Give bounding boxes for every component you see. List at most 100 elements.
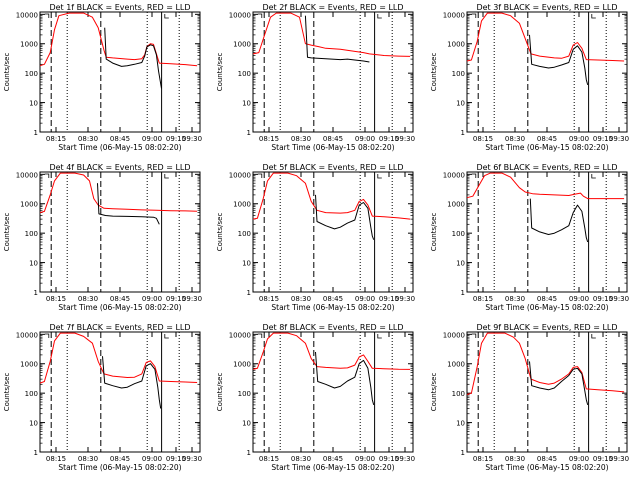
x-tick-label: 09:00	[355, 455, 375, 463]
y-tick-label: 10	[29, 420, 38, 428]
x-tick-label: 08:15	[259, 455, 279, 463]
x-tick-label: 08:45	[537, 135, 557, 143]
bracket-mark	[257, 13, 263, 18]
y-tick-label: 1000	[20, 201, 38, 209]
chart-panel: Det 3f BLACK = Events, RED = LLD 1 10 100 10…	[430, 3, 629, 152]
chart-panel: Det 7f BLACK = Events, RED = LLD 1 10 100 10…	[3, 323, 202, 472]
events-series-line	[529, 361, 589, 406]
y-tick-label: 100	[452, 390, 465, 398]
y-tick-label: 10000	[443, 11, 465, 19]
x-axis-label: Start Time (06-May-15 08:02:20)	[58, 143, 181, 152]
y-tick-label: 100	[452, 70, 465, 78]
x-tick-label: 08:30	[291, 295, 311, 303]
y-tick-label: 1000	[447, 201, 465, 209]
x-tick-label: 08:30	[78, 135, 98, 143]
y-tick-label: 1	[34, 289, 38, 297]
bracket-mark	[44, 333, 50, 338]
bracket-mark	[471, 333, 477, 338]
x-tick-label: 09:00	[569, 455, 589, 463]
bracket-mark	[257, 173, 263, 178]
x-tick-label: 08:45	[323, 135, 343, 143]
x-tick-label: 08:30	[291, 135, 311, 143]
lld-series-line	[466, 172, 625, 200]
y-axis-label: Counts/sec	[216, 213, 224, 252]
lld-series-line	[466, 332, 625, 395]
x-tick-label: 08:15	[259, 135, 279, 143]
y-tick-label: 10	[242, 100, 251, 108]
plot-frame	[39, 11, 201, 133]
chart-panel: Det 5f BLACK = Events, RED = LLD 1 10 100 10…	[216, 163, 415, 312]
bracket-mark	[471, 173, 477, 178]
x-tick-label: 08:45	[110, 295, 130, 303]
x-tick-label: 09:00	[569, 135, 589, 143]
y-axis-label: Counts/sec	[430, 213, 438, 252]
y-tick-label: 100	[238, 70, 251, 78]
chart-panel: Det 2f BLACK = Events, RED = LLD 1 10 100 10…	[216, 3, 415, 152]
lld-series-line	[39, 172, 198, 214]
y-tick-label: 1	[461, 449, 465, 457]
y-axis-label: Counts/sec	[430, 373, 438, 412]
bracket-mark	[164, 334, 169, 339]
y-tick-label: 10000	[443, 171, 465, 179]
y-tick-label: 1	[34, 449, 38, 457]
y-tick-label: 1	[247, 289, 251, 297]
plot-frame	[39, 331, 201, 453]
x-tick-label: 09:00	[355, 135, 375, 143]
x-axis-label: Start Time (06-May-15 08:02:20)	[485, 303, 608, 312]
x-tick-label: 09:15	[166, 295, 186, 303]
x-tick-label: 08:45	[323, 295, 343, 303]
events-series-line	[315, 351, 375, 406]
x-tick-label: 08:15	[46, 135, 66, 143]
y-tick-label: 100	[25, 230, 38, 238]
bracket-mark	[377, 14, 382, 19]
x-axis-label: Start Time (06-May-15 08:02:20)	[485, 463, 608, 472]
chart-title: Det 4f BLACK = Events, RED = LLD	[49, 163, 190, 172]
x-tick-label: 08:45	[323, 455, 343, 463]
bracket-mark	[44, 173, 50, 178]
x-tick-label: 08:15	[46, 295, 66, 303]
y-tick-label: 1	[34, 129, 38, 137]
y-tick-label: 10	[242, 260, 251, 268]
x-tick-label: 09:15	[379, 295, 399, 303]
y-tick-label: 10000	[16, 11, 38, 19]
bracket-mark	[164, 174, 169, 179]
y-tick-label: 10000	[229, 171, 251, 179]
x-tick-label: 09:00	[142, 455, 162, 463]
bracket-mark	[471, 13, 477, 18]
chart-panel: Det 4f BLACK = Events, RED = LLD 1 10 100 10…	[3, 163, 202, 312]
x-tick-label: 08:15	[473, 295, 493, 303]
x-tick-label: 08:15	[46, 455, 66, 463]
x-tick-label: 09:30	[182, 135, 202, 143]
x-tick-label: 09:00	[142, 295, 162, 303]
y-tick-label: 10000	[16, 171, 38, 179]
bracket-mark	[377, 334, 382, 339]
plot-frame	[466, 171, 628, 293]
y-tick-label: 1000	[20, 361, 38, 369]
x-tick-label: 09:15	[166, 455, 186, 463]
chart-title: Det 3f BLACK = Events, RED = LLD	[476, 3, 617, 12]
y-tick-label: 10	[29, 100, 38, 108]
y-tick-label: 1	[461, 129, 465, 137]
y-tick-label: 100	[25, 70, 38, 78]
bracket-mark	[591, 174, 596, 179]
y-tick-label: 100	[238, 230, 251, 238]
y-tick-label: 10000	[229, 331, 251, 339]
x-tick-label: 08:30	[505, 295, 525, 303]
x-tick-label: 09:30	[182, 455, 202, 463]
y-tick-label: 1000	[447, 41, 465, 49]
x-tick-label: 08:15	[473, 455, 493, 463]
plot-frame	[252, 331, 414, 453]
x-tick-label: 09:00	[355, 295, 375, 303]
y-tick-label: 100	[25, 390, 38, 398]
y-axis-label: Counts/sec	[216, 373, 224, 412]
events-series-line	[97, 183, 160, 225]
bracket-mark	[591, 14, 596, 19]
y-tick-label: 1000	[233, 201, 251, 209]
y-tick-label: 1	[461, 289, 465, 297]
x-tick-label: 09:15	[593, 135, 613, 143]
bracket-mark	[44, 13, 50, 18]
bracket-mark	[591, 334, 596, 339]
x-tick-label: 08:30	[78, 455, 98, 463]
chart-title: Det 9f BLACK = Events, RED = LLD	[476, 323, 617, 332]
x-axis-label: Start Time (06-May-15 08:02:20)	[485, 143, 608, 152]
